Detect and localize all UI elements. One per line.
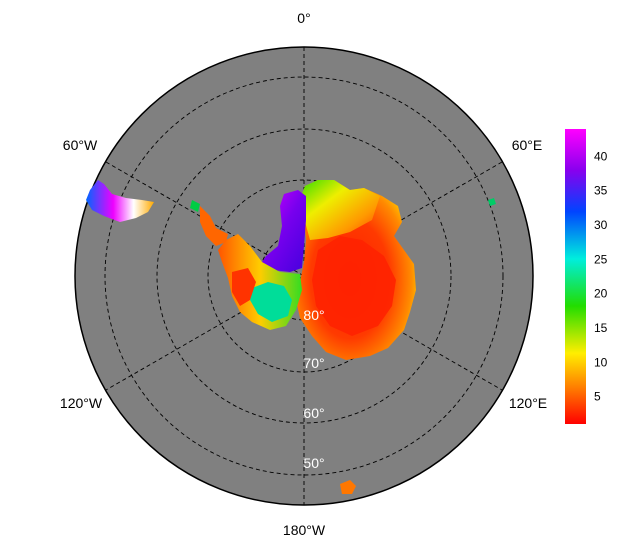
lat-label-50: 50° xyxy=(303,455,324,471)
colorbar-tick-label: 30 xyxy=(594,218,608,232)
colorbar-ticks: 5 10 15 20 25 30 35 40 xyxy=(594,149,608,403)
lat-label-60: 60° xyxy=(303,405,324,421)
colorbar-tick-label: 35 xyxy=(594,184,608,198)
lon-label-180w: 180°W xyxy=(283,522,326,538)
east-antarctica-coast-band xyxy=(300,180,380,240)
coastal-island xyxy=(488,198,496,206)
colorbar-tick-label: 25 xyxy=(594,252,608,266)
colorbar: 5 10 15 20 25 30 35 40 xyxy=(565,129,608,424)
colorbar-tick-label: 40 xyxy=(594,149,608,163)
antarctic-peninsula xyxy=(200,206,228,246)
lon-label-60w: 60°W xyxy=(63,137,98,153)
south-america-tip xyxy=(86,180,154,222)
colorbar-gradient xyxy=(565,129,586,424)
colorbar-tick-label: 20 xyxy=(594,287,608,301)
east-antarctica-inner xyxy=(312,236,396,336)
colorbar-tick-label: 5 xyxy=(594,390,601,404)
meridian-lines xyxy=(105,47,503,505)
lon-label-120e: 120°E xyxy=(509,395,547,411)
lon-label-0: 0° xyxy=(297,10,310,26)
lon-label-120w: 120°W xyxy=(60,395,103,411)
weddell-region xyxy=(258,190,306,272)
peninsula-tip xyxy=(190,200,200,212)
west-antarctica-red xyxy=(232,268,256,306)
colorbar-tick-label: 15 xyxy=(594,321,608,335)
lat-label-70: 70° xyxy=(303,355,324,371)
lat-label-80: 80° xyxy=(303,307,324,323)
antarctica-data xyxy=(86,180,496,494)
west-antarctica-core xyxy=(250,282,292,322)
lon-label-60e: 60°E xyxy=(512,137,543,153)
colorbar-tick-label: 10 xyxy=(594,355,608,369)
bottom-island xyxy=(340,480,356,494)
